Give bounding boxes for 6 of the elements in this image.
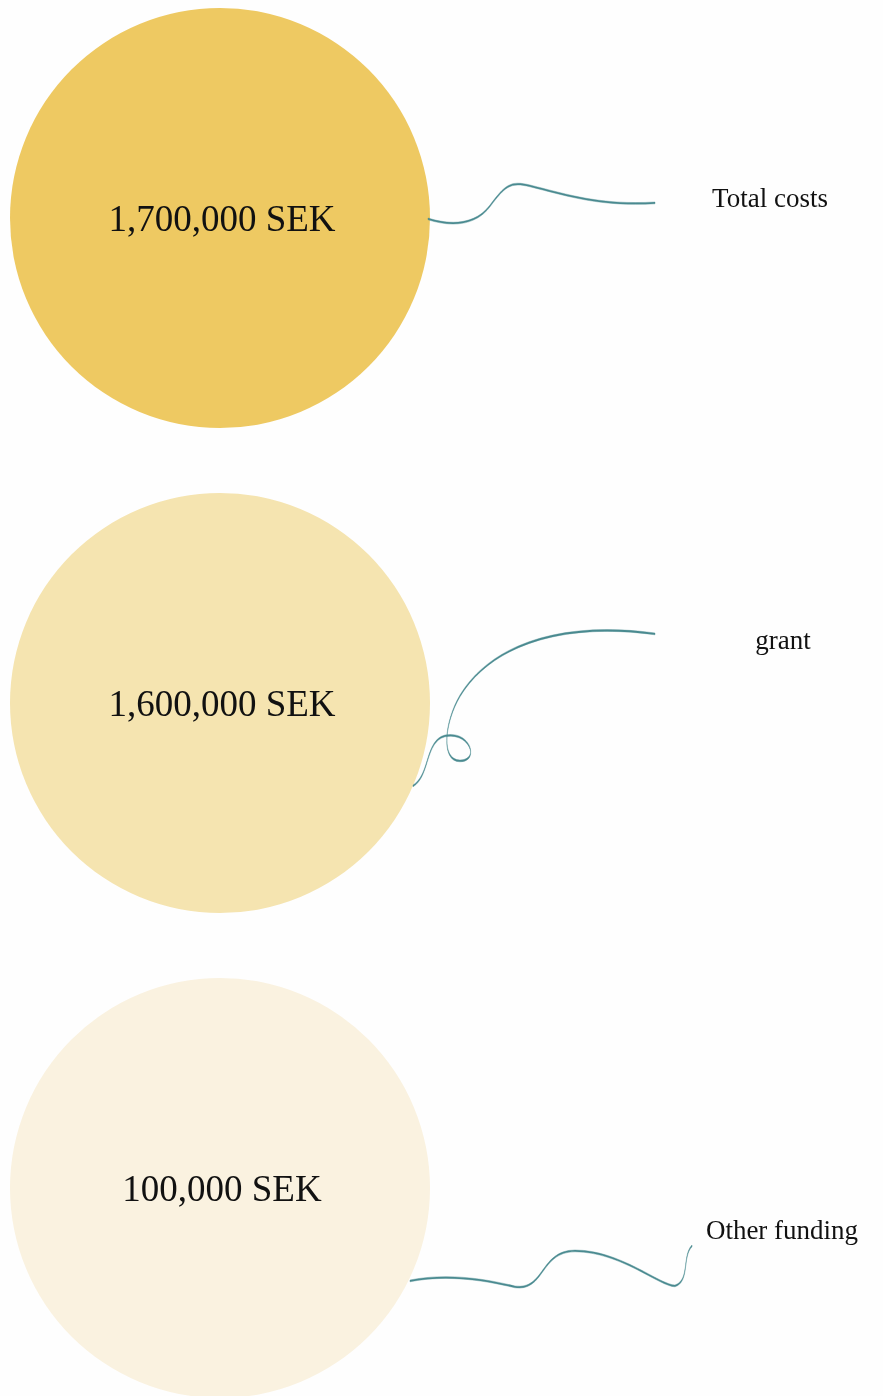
data-label: 100,000 SEK [122, 1167, 322, 1209]
data-label: 1,700,000 SEK [108, 197, 336, 239]
data-label: 1,600,000 SEK [108, 682, 336, 724]
category-label: Total costs [712, 183, 828, 213]
category-label: Other funding [705, 1215, 859, 1245]
category-label: grant [755, 625, 812, 655]
